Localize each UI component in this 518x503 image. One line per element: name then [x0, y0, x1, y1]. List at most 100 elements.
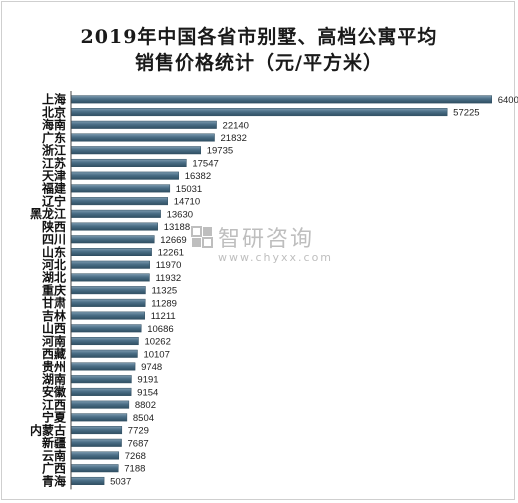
value-label: 11211 — [151, 311, 176, 322]
category-label: 广西 — [42, 461, 66, 476]
value-label: 19735 — [207, 146, 233, 157]
category-label: 海南 — [42, 117, 66, 132]
value-label: 13630 — [167, 209, 193, 220]
category-label: 湖南 — [42, 372, 66, 387]
bar — [70, 476, 105, 485]
category-label: 安徽 — [42, 384, 67, 399]
category-label: 新疆 — [42, 435, 66, 450]
bar — [70, 158, 187, 167]
bar — [70, 400, 130, 409]
value-label: 7268 — [125, 451, 146, 462]
category-label: 山东 — [42, 244, 66, 259]
value-label: 9191 — [137, 375, 158, 386]
bar — [70, 95, 492, 104]
category-label: 西藏 — [42, 346, 66, 361]
bar — [70, 413, 128, 422]
category-label: 山西 — [42, 321, 66, 336]
bar — [70, 298, 146, 307]
value-label: 57225 — [453, 108, 479, 119]
value-label: 7188 — [124, 464, 145, 475]
category-labels-layer: 上海北京海南广东浙江江苏天津福建辽宁黑龙江陕西四川山东河北湖北重庆甘肃吉林山西河… — [30, 92, 67, 489]
bar — [70, 248, 152, 256]
value-label: 21832 — [221, 133, 247, 144]
bar — [70, 184, 171, 193]
bar — [70, 362, 136, 371]
category-label: 广东 — [42, 130, 66, 145]
chart-title-line2: 销售价格统计（元/平方米） — [135, 52, 383, 74]
value-label: 11970 — [156, 260, 182, 271]
bar — [70, 375, 132, 384]
bar — [70, 464, 119, 473]
category-label: 甘肃 — [42, 295, 66, 310]
value-label: 7687 — [128, 438, 149, 449]
bar — [70, 286, 146, 295]
category-label: 贵州 — [42, 359, 66, 374]
value-label: 11932 — [155, 273, 181, 284]
bar — [70, 209, 161, 218]
bar — [70, 171, 179, 180]
bar — [70, 324, 142, 333]
category-label: 陕西 — [42, 219, 66, 234]
value-label: 5037 — [110, 476, 131, 487]
value-label: 8504 — [133, 413, 154, 424]
category-label: 湖北 — [42, 270, 66, 285]
value-label: 9154 — [137, 387, 158, 398]
watermark: 智研咨询 www.chyxx.com — [190, 223, 340, 271]
category-label: 青海 — [42, 473, 66, 488]
value-label: 11325 — [151, 286, 177, 297]
watermark-url: www.chyxx.com — [218, 251, 334, 264]
category-label: 重庆 — [42, 282, 66, 297]
category-label: 北京 — [42, 104, 66, 119]
category-label: 内蒙古 — [30, 422, 66, 437]
bar — [70, 451, 120, 460]
bar — [70, 438, 122, 447]
bar — [70, 222, 158, 231]
bar — [70, 349, 138, 358]
category-label: 上海 — [42, 92, 66, 107]
category-label: 吉林 — [42, 308, 66, 323]
bar — [70, 108, 448, 117]
bar — [70, 260, 150, 269]
value-label: 16382 — [185, 171, 211, 182]
bar — [70, 146, 201, 155]
chart-title-line1: 2019年中国各省市别墅、高档公寓平均 — [80, 26, 438, 48]
value-label: 15031 — [176, 184, 202, 195]
category-label: 福建 — [41, 181, 67, 196]
bar — [70, 337, 139, 346]
value-label: 7729 — [128, 426, 149, 437]
value-label: 8802 — [135, 400, 156, 411]
bar — [70, 387, 132, 396]
value-label: 13188 — [164, 222, 190, 233]
bar — [70, 311, 145, 320]
bars-layer — [70, 95, 492, 485]
value-label: 11289 — [151, 298, 177, 309]
bar — [70, 120, 217, 129]
category-label: 宁夏 — [42, 410, 67, 425]
watermark-brand: 智研咨询 — [218, 227, 315, 252]
bar — [70, 426, 123, 435]
value-label: 10686 — [147, 324, 173, 335]
category-label: 黑龙江 — [30, 206, 66, 221]
chyxx-logo-icon — [191, 226, 213, 248]
value-label: 12261 — [158, 248, 184, 259]
category-label: 天津 — [42, 168, 66, 183]
category-label: 江西 — [42, 397, 66, 412]
category-label: 江苏 — [42, 155, 66, 170]
value-label: 64003 — [498, 95, 518, 106]
category-label: 河北 — [41, 257, 66, 272]
value-label: 14710 — [174, 197, 200, 208]
bar — [70, 235, 155, 244]
value-label: 17547 — [192, 158, 218, 169]
bar — [70, 133, 215, 142]
value-label: 9748 — [141, 362, 162, 373]
bar — [70, 197, 168, 206]
value-label: 22140 — [223, 120, 249, 131]
category-label: 辽宁 — [42, 193, 66, 208]
category-label: 浙江 — [42, 143, 66, 158]
value-label: 10262 — [144, 337, 170, 348]
value-label: 10107 — [143, 349, 169, 360]
value-label: 12669 — [160, 235, 186, 246]
category-label: 河南 — [41, 333, 66, 348]
